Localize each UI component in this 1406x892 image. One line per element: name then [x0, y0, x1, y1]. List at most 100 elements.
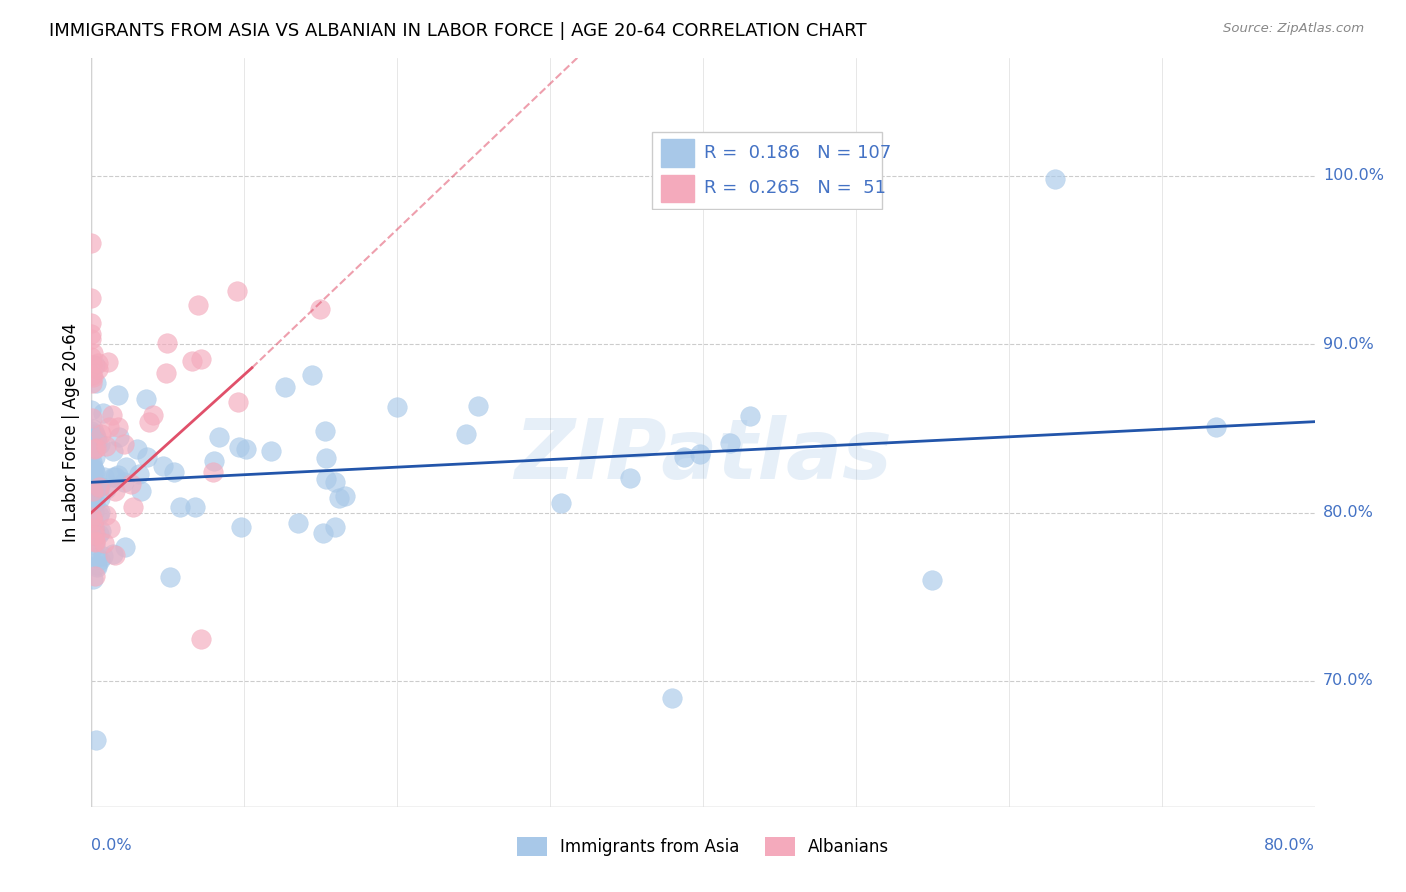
Point: [467, 399, 489, 413]
Point: [323, 520, 346, 534]
Point: [314, 424, 336, 438]
Point: [315, 472, 337, 486]
Point: [93, 470, 115, 484]
Point: [84, 358, 107, 372]
Point: [83, 442, 105, 456]
Point: [235, 442, 257, 456]
Point: [155, 366, 177, 380]
Point: [101, 547, 124, 561]
Text: IMMIGRANTS FROM ASIA VS ALBANIAN IN LABOR FORCE | AGE 20-64 CORRELATION CHART: IMMIGRANTS FROM ASIA VS ALBANIAN IN LABO…: [49, 22, 868, 40]
Point: [159, 570, 181, 584]
Point: [84, 538, 107, 552]
Point: [738, 409, 761, 424]
Text: 80.0%: 80.0%: [1323, 505, 1374, 520]
Point: [89, 505, 111, 519]
Point: [86, 435, 108, 450]
Point: [80, 333, 103, 347]
Point: [80, 292, 103, 306]
Point: [80, 510, 103, 524]
Point: [82, 459, 104, 474]
Point: [226, 284, 249, 298]
Bar: [661, 175, 695, 202]
Point: [82, 370, 104, 384]
Point: [84, 434, 107, 449]
FancyBboxPatch shape: [652, 132, 882, 210]
Point: [114, 540, 136, 554]
Point: [103, 548, 125, 562]
Point: [86, 558, 108, 573]
Point: [84, 524, 107, 538]
Text: 100.0%: 100.0%: [1323, 169, 1384, 184]
Point: [129, 484, 152, 499]
Point: [84, 441, 107, 455]
Point: [101, 443, 124, 458]
Point: [93, 536, 115, 550]
Point: [87, 527, 110, 541]
Point: [385, 400, 408, 414]
Point: [136, 450, 159, 464]
Point: [89, 480, 111, 494]
Point: [107, 419, 129, 434]
Point: [202, 453, 225, 467]
Y-axis label: In Labor Force | Age 20-64: In Labor Force | Age 20-64: [62, 323, 80, 542]
Text: 80.0%: 80.0%: [1264, 838, 1315, 853]
Point: [163, 465, 186, 479]
Point: [689, 446, 711, 460]
Point: [100, 521, 122, 535]
Point: [80, 403, 103, 417]
Point: [208, 430, 231, 444]
Point: [82, 510, 104, 524]
Point: [260, 443, 283, 458]
Point: [82, 422, 104, 436]
Point: [101, 408, 124, 422]
Point: [97, 355, 120, 369]
Point: [104, 483, 127, 498]
Point: [80, 524, 103, 538]
Point: [121, 500, 143, 514]
Point: [86, 432, 108, 446]
Point: [83, 495, 105, 509]
Point: [90, 427, 112, 442]
Point: [184, 500, 207, 514]
Point: [96, 508, 118, 523]
Point: [454, 426, 477, 441]
Point: [201, 465, 224, 479]
Point: [108, 429, 131, 443]
Point: [128, 467, 150, 481]
Text: 90.0%: 90.0%: [1323, 336, 1374, 351]
Point: [83, 505, 105, 519]
Point: [80, 368, 103, 383]
Point: [84, 429, 107, 443]
Point: [82, 358, 104, 372]
Text: R =  0.265   N =  51: R = 0.265 N = 51: [703, 179, 886, 197]
Point: [86, 550, 108, 565]
Point: [83, 450, 105, 464]
Point: [673, 450, 696, 465]
Point: [328, 491, 350, 505]
Text: R =  0.186   N = 107: R = 0.186 N = 107: [703, 144, 891, 161]
Point: [80, 350, 103, 364]
Point: [90, 524, 112, 539]
Point: [86, 362, 108, 376]
Point: [120, 476, 142, 491]
Point: [83, 535, 105, 549]
Point: [80, 316, 103, 330]
Point: [80, 455, 103, 469]
Point: [83, 463, 105, 477]
Point: [315, 451, 337, 466]
Point: [101, 470, 124, 484]
Point: [87, 478, 110, 492]
Point: [921, 573, 943, 587]
Text: ZIPatlas: ZIPatlas: [515, 415, 891, 496]
Point: [80, 411, 103, 425]
Point: [82, 514, 104, 528]
Point: [86, 560, 108, 574]
Point: [82, 486, 104, 500]
Point: [323, 475, 346, 490]
Point: [142, 408, 165, 422]
Point: [80, 480, 103, 494]
Point: [82, 572, 104, 586]
Point: [80, 490, 103, 504]
Point: [125, 442, 148, 457]
Point: [80, 440, 103, 454]
